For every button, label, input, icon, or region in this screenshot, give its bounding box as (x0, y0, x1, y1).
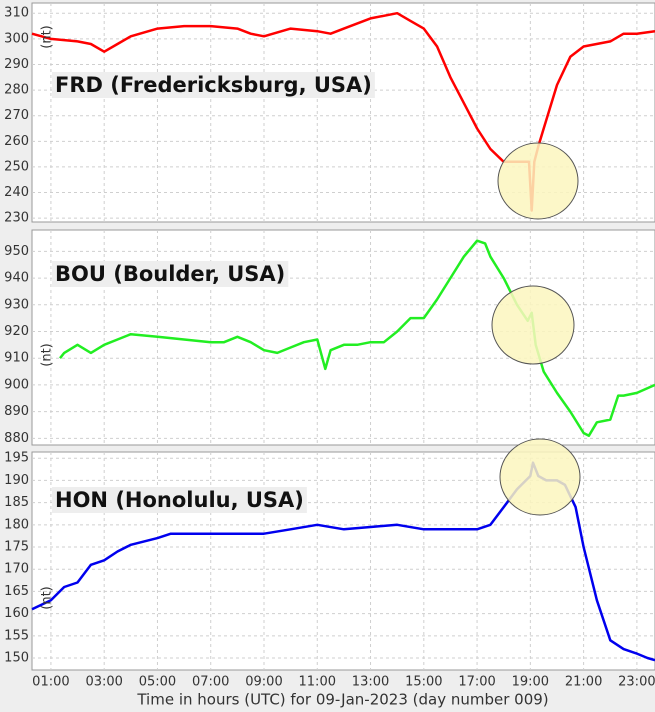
y-tick-label: 920 (4, 324, 29, 339)
data-line (31, 11, 655, 212)
marks (31, 11, 655, 662)
x-tick-label: 19:00 (512, 675, 549, 690)
panel-title: HON (Honolulu, USA) (55, 488, 304, 512)
x-tick-label: 01:00 (32, 675, 69, 690)
y-tick-label: 195 (4, 451, 29, 466)
y-tick-label: 900 (4, 377, 29, 392)
y-tick-label: 310 (4, 6, 29, 21)
y-tick-label: 180 (4, 517, 29, 532)
event-circle (499, 438, 581, 516)
panel-title: BOU (Boulder, USA) (55, 262, 285, 286)
y-tick-label: 250 (4, 159, 29, 174)
x-tick-label: 03:00 (85, 675, 122, 690)
x-tick-label: 15:00 (405, 675, 442, 690)
x-axis-label: Time in hours (UTC) for 09-Jan-2023 (day… (136, 691, 548, 709)
y-tick-label: 165 (4, 584, 29, 599)
x-tick-label: 09:00 (245, 675, 282, 690)
y-axis-label: (nt) (40, 343, 55, 366)
y-tick-label: 175 (4, 540, 29, 555)
y-tick-label: 280 (4, 83, 29, 98)
x-tick-label: 13:00 (352, 675, 389, 690)
y-tick-label: 910 (4, 351, 29, 366)
y-axis-label: (nt) (40, 25, 55, 48)
data-line (59, 239, 655, 437)
y-axis-label: (nt) (40, 586, 55, 609)
x-tick-label: 05:00 (139, 675, 176, 690)
y-tick-label: 240 (4, 185, 29, 200)
event-circle (491, 285, 575, 365)
y-tick-label: 300 (4, 31, 29, 46)
panel-title: FRD (Fredericksburg, USA) (55, 73, 372, 97)
title-background (52, 261, 289, 287)
y-tick-label: 890 (4, 404, 29, 419)
title-background (52, 72, 375, 98)
x-tick-label: 07:00 (192, 675, 229, 690)
x-tick-label: 21:00 (565, 675, 602, 690)
y-tick-label: 170 (4, 562, 29, 577)
y-tick-label: 230 (4, 211, 29, 226)
y-tick-label: 880 (4, 431, 29, 446)
x-tick-label: 11:00 (299, 675, 336, 690)
x-tick-label: 17:00 (458, 675, 495, 690)
y-tick-label: 155 (4, 628, 29, 643)
y-tick-label: 290 (4, 57, 29, 72)
data-line (31, 461, 655, 662)
y-tick-label: 260 (4, 134, 29, 149)
event-circle (497, 142, 579, 220)
x-tick-label: 23:00 (618, 675, 655, 690)
y-tick-label: 160 (4, 606, 29, 621)
y-tick-label: 930 (4, 297, 29, 312)
y-tick-label: 950 (4, 244, 29, 259)
y-tick-label: 270 (4, 108, 29, 123)
y-tick-label: 940 (4, 271, 29, 286)
y-tick-label: 150 (4, 651, 29, 666)
title-background (52, 487, 307, 513)
y-tick-label: 185 (4, 495, 29, 510)
y-tick-label: 190 (4, 473, 29, 488)
